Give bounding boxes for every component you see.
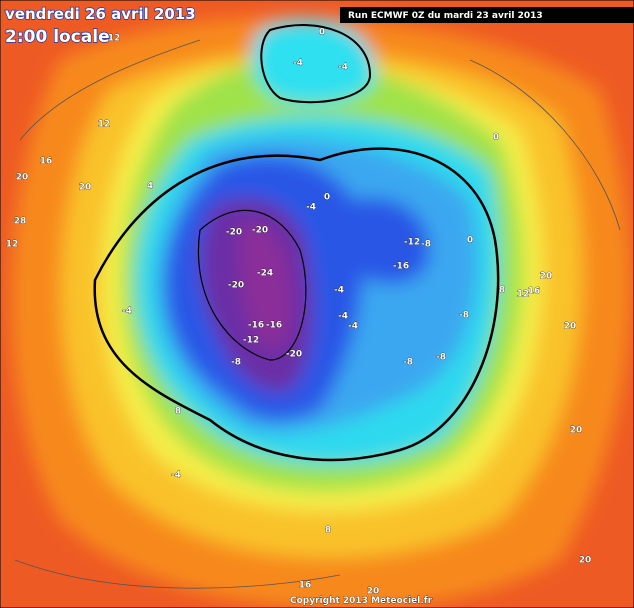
contour-label: -4 — [348, 322, 358, 332]
contour-label: -8 — [459, 311, 469, 321]
contour-label: 20 — [540, 272, 553, 282]
contour-label: -8 — [436, 353, 446, 363]
contour-label: -20 — [252, 226, 268, 236]
contour-label: 0 — [319, 28, 325, 38]
copyright: Copyright 2013 Meteociel.fr — [290, 596, 433, 606]
contour-label: -8 — [231, 358, 241, 368]
contour-label: 12 — [6, 240, 19, 250]
contour-label: -4 — [293, 59, 303, 69]
contour-label: 12 — [108, 34, 121, 44]
contour-label: 20 — [16, 173, 29, 183]
contour-label: -12 — [404, 238, 420, 248]
contour-label: 8 — [325, 526, 331, 536]
contour-label: 20 — [570, 426, 583, 436]
contour-label: -16 — [393, 262, 409, 272]
contour-label: -8 — [421, 240, 431, 250]
contour-label: -4 — [338, 312, 348, 322]
run-bar — [340, 7, 634, 23]
contour-label: 4 — [147, 182, 153, 192]
run-info: Run ECMWF 0Z du mardi 23 avril 2013 — [348, 11, 543, 21]
contour-label: -20 — [228, 281, 244, 291]
contour-label: 20 — [579, 556, 592, 566]
contour-label: -20 — [286, 350, 302, 360]
contour-label: -16 — [248, 321, 264, 331]
contour-label: 20 — [564, 322, 577, 332]
contour-label: -4 — [306, 203, 316, 213]
contour-label: -8 — [403, 358, 413, 368]
contour-label: 20 — [79, 183, 92, 193]
contour-label: -12 — [243, 336, 259, 346]
contour-label: 20 — [367, 587, 380, 597]
contour-label: 16 — [528, 287, 541, 297]
contour-label: -24 — [257, 269, 273, 279]
contour-label: -4 — [334, 286, 344, 296]
contour-label: 12 — [98, 120, 111, 130]
forecast-time: 2:00 locale — [5, 27, 110, 47]
contour-label: 16 — [40, 157, 53, 167]
forecast-date: vendredi 26 avril 2013 — [5, 5, 196, 23]
contour-label: -4 — [338, 63, 348, 73]
contour-label: 0 — [493, 133, 499, 143]
contour-label: 28 — [14, 217, 27, 227]
contour-label: -4 — [171, 471, 181, 481]
contour-label: 12 — [517, 290, 530, 300]
contour-label: 0 — [467, 236, 473, 246]
contour-label: 16 — [299, 581, 312, 591]
contour-label: -20 — [226, 228, 242, 238]
contour-label: -16 — [266, 321, 282, 331]
contour-label: 8 — [175, 407, 181, 417]
contour-label: -4 — [122, 307, 132, 317]
contour-label: 8 — [499, 286, 505, 296]
contour-label: 0 — [324, 193, 330, 203]
